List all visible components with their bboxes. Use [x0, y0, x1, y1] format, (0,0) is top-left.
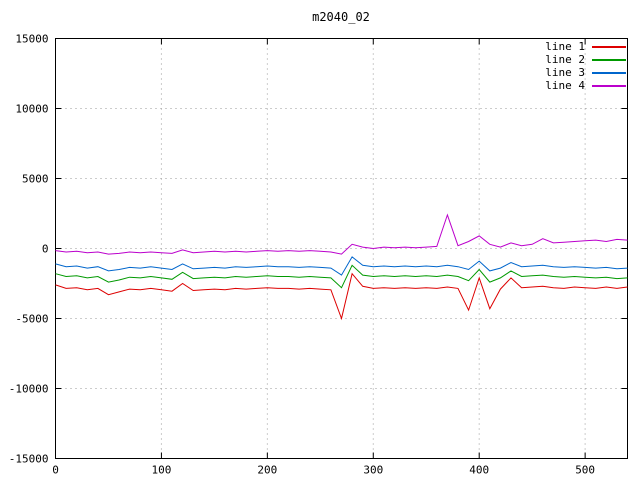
series-line-3 — [55, 256, 628, 276]
svg-text:100: 100 — [151, 464, 171, 477]
legend-line-sample — [592, 58, 626, 61]
legend-item-3: line 3 — [545, 66, 626, 79]
legend-label: line 4 — [545, 79, 585, 92]
grid — [55, 38, 628, 459]
legend-label: line 3 — [545, 66, 585, 79]
svg-text:-15000: -15000 — [9, 453, 49, 466]
legend-line-sample — [592, 45, 626, 48]
legend-line-sample — [592, 84, 626, 87]
svg-text:10000: 10000 — [15, 103, 48, 116]
y-tick-labels: -15000 -10000 -5000 0 5000 10000 15000 — [9, 33, 49, 466]
svg-text:15000: 15000 — [15, 33, 48, 46]
legend-item-2: line 2 — [545, 53, 626, 66]
svg-text:500: 500 — [575, 464, 595, 477]
svg-text:400: 400 — [469, 464, 489, 477]
tick-marks — [55, 38, 628, 459]
legend: line 1 line 2 line 3 line 4 — [545, 40, 626, 92]
svg-text:-5000: -5000 — [15, 313, 48, 326]
x-tick-labels: 0 100 200 300 400 500 — [52, 464, 595, 477]
legend-label: line 1 — [545, 40, 585, 53]
series-line-1 — [55, 272, 628, 321]
legend-line-sample — [592, 71, 626, 74]
legend-item-1: line 1 — [545, 40, 626, 53]
chart-title: m2040_02 — [312, 10, 370, 24]
svg-text:0: 0 — [42, 243, 49, 256]
svg-text:0: 0 — [52, 464, 59, 477]
legend-label: line 2 — [545, 53, 585, 66]
series-line-2 — [55, 264, 628, 289]
series-line-4 — [55, 213, 628, 255]
svg-text:5000: 5000 — [22, 173, 49, 186]
svg-text:-10000: -10000 — [9, 383, 49, 396]
svg-text:300: 300 — [363, 464, 383, 477]
legend-item-4: line 4 — [545, 79, 626, 92]
svg-text:200: 200 — [257, 464, 277, 477]
